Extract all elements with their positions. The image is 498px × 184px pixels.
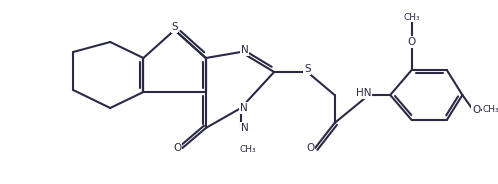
- Text: O: O: [472, 105, 480, 115]
- Text: CH₃: CH₃: [483, 105, 498, 114]
- Text: N: N: [241, 123, 249, 133]
- Text: CH₃: CH₃: [403, 13, 420, 22]
- Text: N: N: [241, 45, 249, 55]
- Text: O: O: [407, 37, 416, 47]
- Text: N: N: [240, 103, 248, 113]
- Text: S: S: [171, 22, 178, 32]
- Text: CH₃: CH₃: [240, 146, 256, 155]
- Text: O: O: [173, 143, 182, 153]
- Text: S: S: [304, 64, 311, 74]
- Text: HN: HN: [356, 88, 372, 98]
- Text: O: O: [306, 143, 314, 153]
